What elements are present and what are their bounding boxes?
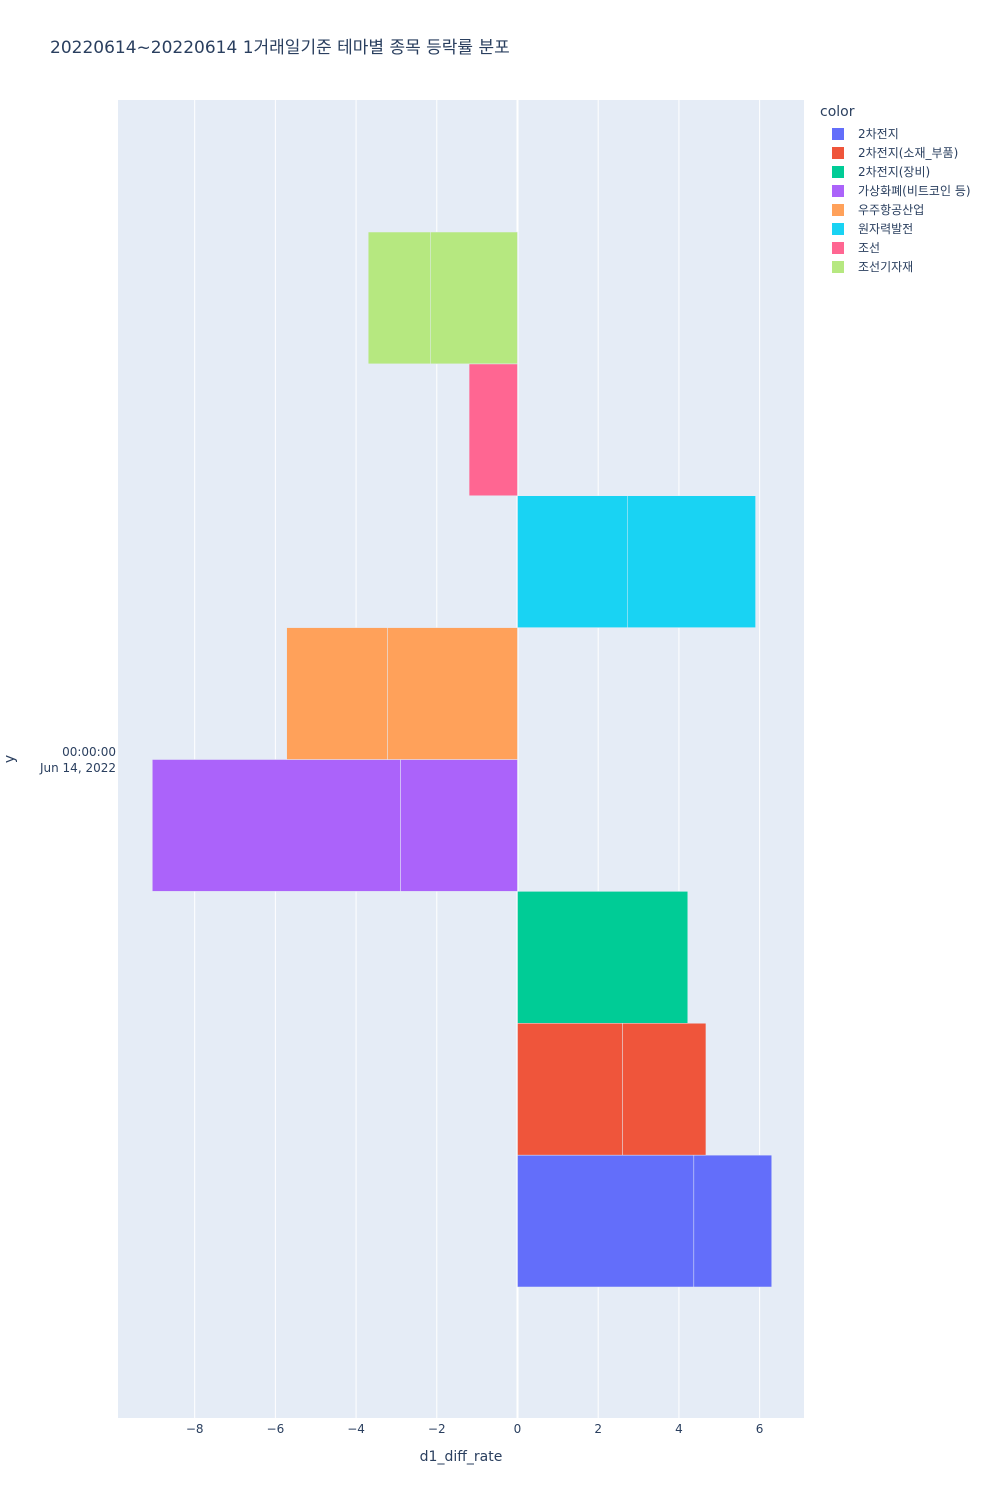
bar-segment[interactable] [517, 495, 628, 628]
x-tick-labels: −8 −6 −4 −2 0 2 4 6 [186, 1422, 764, 1436]
bar-segment[interactable] [693, 1154, 772, 1288]
bar-segment[interactable] [517, 1023, 623, 1156]
legend-items: 2차전지 2차전지(소재_부품) 2차전지(장비) 가상화폐(비트코인 등) 우주항공산… [820, 124, 971, 276]
legend-item[interactable]: 2차전지(소재_부품) [820, 143, 971, 162]
bar-segment[interactable] [517, 891, 689, 1024]
x-tick-label: −4 [347, 1422, 365, 1436]
legend-item[interactable]: 우주항공산업 [820, 200, 971, 219]
legend-swatch [832, 184, 844, 197]
x-tick-label: 4 [675, 1422, 683, 1436]
legend: color 2차전지 2차전지(소재_부품) 2차전지(장비) 가상화폐(비트코인 등… [820, 104, 971, 276]
legend-label: 2차전지(장비) [858, 165, 931, 179]
y-tick-label-time: 00:00:00 [62, 745, 116, 759]
legend-label: 조선기자재 [858, 260, 914, 274]
legend-label: 조선 [858, 241, 881, 255]
bars [152, 231, 772, 1288]
bar-segment[interactable] [622, 1023, 707, 1156]
bar-segment[interactable] [286, 627, 388, 760]
legend-swatch [832, 146, 844, 159]
legend-title: color [820, 104, 855, 120]
x-tick-label: −2 [428, 1422, 446, 1436]
bar-segment[interactable] [152, 759, 401, 892]
x-tick-label: −8 [186, 1422, 204, 1436]
x-tick-label: 2 [594, 1422, 602, 1436]
legend-item[interactable]: 조선 [820, 238, 971, 257]
bar-segment[interactable] [367, 231, 431, 365]
legend-swatch [832, 222, 844, 235]
legend-item[interactable]: 가상화폐(비트코인 등) [820, 181, 971, 200]
legend-item[interactable]: 원자력발전 [820, 219, 971, 238]
legend-item[interactable]: 2차전지 [820, 124, 971, 143]
legend-item[interactable]: 2차전지(장비) [820, 162, 971, 181]
legend-label: 원자력발전 [858, 222, 914, 236]
bar-segment[interactable] [387, 627, 518, 760]
legend-label: 가상화폐(비트코인 등) [858, 184, 971, 198]
x-tick-label: 0 [514, 1422, 522, 1436]
y-tick-label-date: Jun 14, 2022 [39, 761, 116, 775]
chart-title: 20220614~20220614 1거래일기준 테마별 종목 등락률 분포 [50, 38, 510, 58]
legend-label: 우주항공산업 [858, 203, 925, 217]
bar-segment[interactable] [400, 759, 518, 892]
y-axis-title: y [2, 755, 18, 763]
bar-segment[interactable] [430, 231, 518, 365]
x-tick-label: 6 [756, 1422, 764, 1436]
legend-swatch [832, 203, 844, 216]
legend-label: 2차전지 [858, 127, 899, 141]
bar-segment[interactable] [627, 495, 756, 628]
legend-swatch [832, 165, 844, 178]
x-axis-title: d1_diff_rate [420, 1449, 503, 1465]
x-tick-label: −6 [267, 1422, 285, 1436]
legend-swatch [832, 260, 844, 273]
bar-segment[interactable] [517, 1154, 695, 1288]
legend-item[interactable]: 조선기자재 [820, 257, 971, 276]
legend-swatch [832, 127, 844, 140]
legend-label: 2차전지(소재_부품) [858, 146, 959, 160]
legend-swatch [832, 241, 844, 254]
bar-segment[interactable] [468, 363, 518, 496]
